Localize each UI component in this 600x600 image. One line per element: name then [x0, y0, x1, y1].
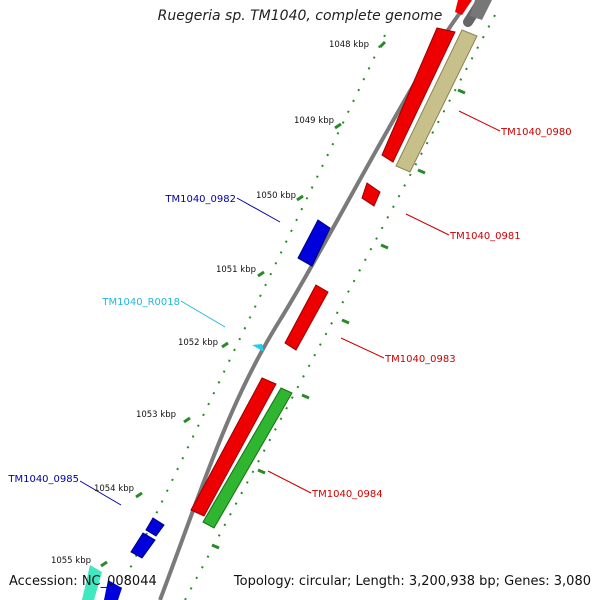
feature-tm1040-0981[interactable] [361, 182, 381, 207]
accession-text: Accession: NC_008044 [9, 574, 157, 589]
feature-label-tm1040-0983[interactable]: TM1040_0983 [384, 354, 456, 365]
feature-top-red[interactable] [455, 0, 472, 15]
feature-tm1040-0980-red[interactable] [381, 27, 456, 163]
feature-khaki-block[interactable] [395, 29, 478, 173]
kbp-label: 1055 kbp [51, 556, 91, 566]
ruler-ticks [100, 40, 466, 568]
feature-blocks [82, 0, 492, 600]
feature-label-tm1040-0985[interactable]: TM1040_0985 [7, 474, 79, 485]
feature-label-tm1040-0982[interactable]: TM1040_0982 [164, 194, 236, 205]
feature-tm1040-0984-red[interactable] [190, 377, 277, 517]
feature-tm1040-0985-b[interactable] [130, 532, 156, 559]
feature-tm1040-r0018[interactable] [252, 344, 264, 352]
kbp-label: 1051 kbp [216, 265, 256, 275]
feature-bottom-blue[interactable] [104, 580, 122, 600]
map-title: Ruegeria sp. TM1040, complete genome [157, 8, 443, 24]
kbp-labels: 1048 kbp 1049 kbp 1050 kbp 1051 kbp 1052… [51, 40, 369, 566]
kbp-label: 1048 kbp [329, 40, 369, 50]
feature-label-tm1040-r0018[interactable]: TM1040_R0018 [101, 297, 180, 308]
feature-tm1040-0982[interactable] [297, 219, 331, 267]
genome-summary-text: Topology: circular; Length: 3,200,938 bp… [233, 574, 591, 589]
kbp-label: 1049 kbp [294, 116, 334, 126]
label-leader-lines [79, 110, 501, 506]
feature-labels: TM1040_0980 TM1040_0981 TM1040_0982 TM10… [7, 127, 571, 500]
ruler-dotted-line-inner [114, 34, 386, 600]
feature-bottom-teal[interactable] [82, 565, 102, 600]
feature-tm1040-0983[interactable] [284, 284, 329, 351]
kbp-label: 1054 kbp [94, 484, 134, 494]
kbp-label: 1050 kbp [256, 191, 296, 201]
kbp-label: 1053 kbp [136, 410, 176, 420]
feature-tm1040-0985-a[interactable] [145, 517, 165, 537]
feature-green-block[interactable] [202, 387, 293, 529]
kbp-label: 1052 kbp [178, 338, 218, 348]
feature-top-gray[interactable] [470, 0, 492, 20]
ruler-dotted-line-outer [184, 14, 496, 600]
feature-label-tm1040-0984[interactable]: TM1040_0984 [311, 489, 383, 500]
feature-label-tm1040-0980[interactable]: TM1040_0980 [500, 127, 572, 138]
feature-label-tm1040-0981[interactable]: TM1040_0981 [449, 231, 521, 242]
